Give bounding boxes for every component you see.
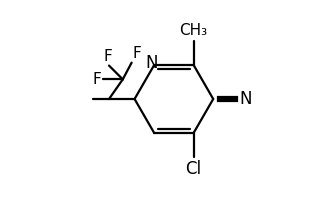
Text: Cl: Cl — [185, 160, 202, 178]
Text: CH₃: CH₃ — [179, 23, 208, 38]
Text: F: F — [104, 49, 113, 64]
Text: N: N — [239, 90, 252, 108]
Text: F: F — [93, 72, 101, 87]
Text: F: F — [133, 46, 141, 61]
Text: N: N — [145, 54, 158, 72]
